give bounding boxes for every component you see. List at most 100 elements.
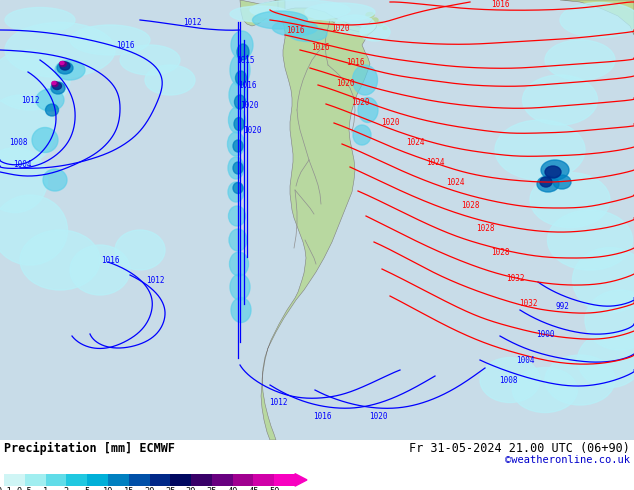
Text: 50: 50 [269,487,280,490]
Text: 1020: 1020 [336,78,354,88]
Ellipse shape [237,44,249,60]
Text: 0.5: 0.5 [17,487,33,490]
Ellipse shape [230,6,290,22]
Ellipse shape [60,62,70,70]
Text: 1016: 1016 [116,41,134,49]
Ellipse shape [289,26,327,42]
Bar [108,474,129,486]
Ellipse shape [358,98,378,122]
Ellipse shape [231,297,251,322]
Ellipse shape [372,18,378,22]
Ellipse shape [228,182,244,202]
Ellipse shape [0,195,67,265]
Ellipse shape [228,206,245,226]
Ellipse shape [52,81,56,84]
Ellipse shape [228,157,244,179]
Text: 1020: 1020 [243,125,261,135]
Polygon shape [560,0,634,35]
Bar [150,474,171,486]
Text: 35: 35 [207,487,217,490]
Ellipse shape [60,62,64,65]
Text: 1028: 1028 [491,247,509,256]
Ellipse shape [46,104,58,116]
Ellipse shape [229,81,247,109]
Text: 1020: 1020 [369,412,387,420]
Bar [254,474,275,486]
Ellipse shape [353,65,377,95]
Ellipse shape [233,182,243,194]
Ellipse shape [43,169,67,191]
Bar [171,474,191,486]
Ellipse shape [230,252,249,276]
Text: 1016: 1016 [286,25,304,34]
Ellipse shape [545,355,615,405]
Ellipse shape [495,120,585,180]
Text: 1016: 1016 [101,255,119,265]
Text: 1: 1 [43,487,48,490]
Text: 1016: 1016 [238,80,256,90]
Ellipse shape [545,40,615,80]
Text: 1008: 1008 [9,138,27,147]
Text: 1016: 1016 [313,412,331,420]
Polygon shape [261,0,378,440]
Text: 1024: 1024 [426,157,444,167]
Ellipse shape [70,245,130,295]
Text: Precipitation [mm] ECMWF: Precipitation [mm] ECMWF [4,442,175,455]
Ellipse shape [585,290,634,350]
Bar [233,474,254,486]
Polygon shape [295,474,307,486]
Ellipse shape [366,13,374,18]
Text: 5: 5 [84,487,90,490]
Text: 1024: 1024 [446,177,464,187]
Text: 1012: 1012 [21,96,39,104]
Ellipse shape [383,26,387,29]
Ellipse shape [228,107,245,133]
Ellipse shape [70,25,150,55]
Ellipse shape [512,368,578,413]
Text: 0.1: 0.1 [0,487,12,490]
Text: 1004: 1004 [515,356,534,365]
Text: 1012: 1012 [146,275,164,285]
Ellipse shape [522,75,597,125]
Ellipse shape [36,89,64,111]
Ellipse shape [0,95,55,165]
Bar [25,474,46,486]
Ellipse shape [252,11,307,29]
Text: 1016: 1016 [491,0,509,8]
Ellipse shape [480,358,540,402]
Ellipse shape [553,175,571,189]
Ellipse shape [229,229,247,251]
Text: 1032: 1032 [519,298,537,308]
Text: 45: 45 [248,487,259,490]
Ellipse shape [55,60,85,80]
Ellipse shape [145,65,195,95]
Text: 10: 10 [103,487,113,490]
Text: 1016: 1016 [311,43,329,51]
Bar [191,474,212,486]
Ellipse shape [115,230,165,270]
Ellipse shape [53,82,61,90]
Text: 20: 20 [145,487,155,490]
Ellipse shape [250,0,350,20]
Text: Fr 31-05-2024 21.00 UTC (06+90): Fr 31-05-2024 21.00 UTC (06+90) [409,442,630,455]
Bar [67,474,87,486]
Text: 1028: 1028 [461,200,479,210]
Ellipse shape [545,166,561,178]
Ellipse shape [560,2,634,38]
Ellipse shape [235,71,247,85]
Text: 1008: 1008 [499,375,517,385]
Ellipse shape [0,147,48,213]
Bar [212,474,233,486]
Ellipse shape [52,81,58,87]
Text: 1020: 1020 [240,100,258,109]
Text: ©weatheronline.co.uk: ©weatheronline.co.uk [505,455,630,466]
Text: 1024: 1024 [406,138,424,147]
Ellipse shape [57,62,73,74]
Ellipse shape [353,125,371,145]
Ellipse shape [305,3,375,21]
Ellipse shape [273,20,318,36]
Text: 1012: 1012 [269,397,287,407]
Ellipse shape [335,15,375,35]
Ellipse shape [228,132,245,156]
Bar [46,474,67,486]
